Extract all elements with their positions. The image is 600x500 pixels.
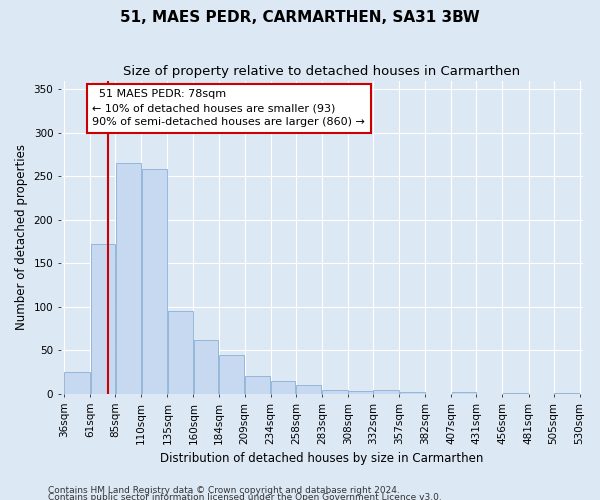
Bar: [64, 372, 90, 394]
Bar: [245, 376, 271, 394]
Bar: [116, 163, 141, 394]
Bar: [400, 392, 425, 394]
Bar: [554, 393, 579, 394]
Bar: [168, 311, 193, 394]
Bar: [142, 170, 167, 394]
Bar: [452, 392, 476, 394]
Title: Size of property relative to detached houses in Carmarthen: Size of property relative to detached ho…: [124, 65, 520, 78]
Text: 51, MAES PEDR, CARMARTHEN, SA31 3BW: 51, MAES PEDR, CARMARTHEN, SA31 3BW: [120, 10, 480, 25]
Bar: [219, 354, 244, 394]
Bar: [91, 244, 115, 394]
Bar: [373, 390, 398, 394]
Bar: [322, 390, 347, 394]
Bar: [271, 381, 295, 394]
Text: 51 MAES PEDR: 78sqm
← 10% of detached houses are smaller (93)
90% of semi-detach: 51 MAES PEDR: 78sqm ← 10% of detached ho…: [92, 90, 365, 128]
Bar: [349, 392, 373, 394]
Bar: [194, 340, 218, 394]
Text: Contains HM Land Registry data © Crown copyright and database right 2024.: Contains HM Land Registry data © Crown c…: [48, 486, 400, 495]
X-axis label: Distribution of detached houses by size in Carmarthen: Distribution of detached houses by size …: [160, 452, 484, 465]
Bar: [296, 385, 322, 394]
Bar: [503, 393, 528, 394]
Text: Contains public sector information licensed under the Open Government Licence v3: Contains public sector information licen…: [48, 494, 442, 500]
Y-axis label: Number of detached properties: Number of detached properties: [15, 144, 28, 330]
